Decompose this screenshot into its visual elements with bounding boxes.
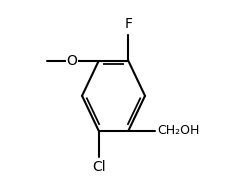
Text: O: O [67, 54, 77, 68]
Text: Cl: Cl [92, 160, 105, 175]
Text: F: F [124, 17, 132, 31]
Text: CH₂OH: CH₂OH [157, 124, 200, 137]
